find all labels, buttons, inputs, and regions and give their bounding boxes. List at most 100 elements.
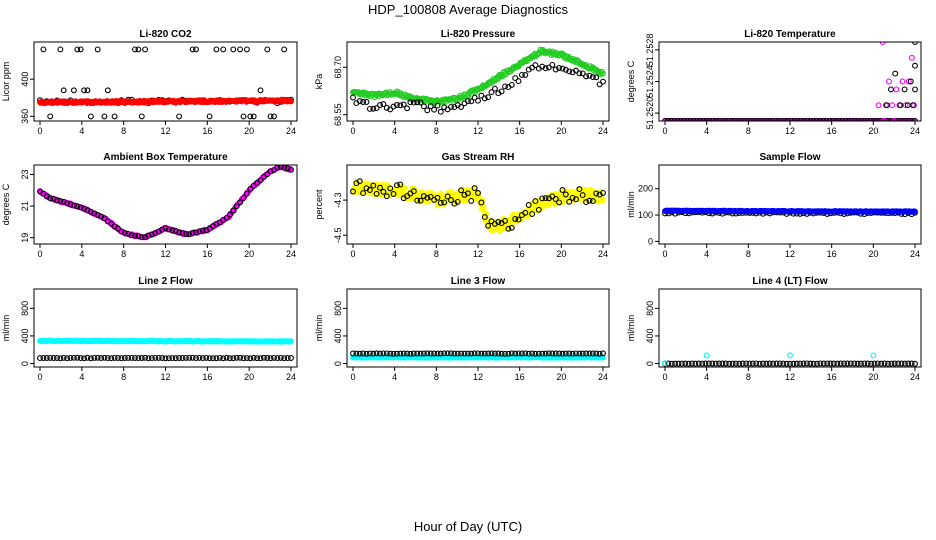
data-point — [773, 360, 780, 367]
data-point — [593, 350, 600, 357]
data-point — [196, 228, 203, 235]
data-point — [908, 54, 915, 61]
x-tick-label: 16 — [515, 249, 525, 259]
data-point — [458, 104, 465, 110]
data-points — [662, 352, 918, 367]
x-tick-label: 12 — [473, 372, 483, 382]
data-point — [464, 98, 471, 105]
y-tick-label: 800 — [333, 301, 343, 316]
data-point — [366, 350, 373, 357]
data-point — [692, 360, 699, 367]
data-point — [142, 234, 149, 241]
data-point — [549, 350, 556, 357]
data-point — [471, 94, 478, 101]
data-point — [54, 197, 60, 204]
data-point — [820, 360, 827, 367]
y-axis-label: ml/min — [314, 315, 324, 342]
data-point — [132, 46, 138, 53]
x-tick-label: 4 — [704, 372, 709, 382]
data-point — [162, 225, 169, 231]
data-point — [237, 354, 244, 361]
data-point — [912, 42, 918, 45]
data-point — [579, 70, 586, 77]
data-point — [549, 61, 556, 68]
data-point — [583, 350, 590, 357]
data-point — [237, 199, 244, 206]
panel-line3: Line 3 Flow 0 4 8 12 16 20 24 0 400 800 ml/min — [314, 276, 610, 382]
y-axis-label: degrees C — [1, 183, 11, 225]
data-point — [562, 66, 569, 73]
data-point — [243, 190, 250, 197]
data-point — [172, 227, 179, 234]
data-point — [468, 197, 475, 204]
data-point — [729, 360, 736, 367]
data-point — [410, 99, 417, 106]
data-point — [518, 71, 525, 78]
data-point — [596, 350, 603, 357]
data-point — [94, 354, 101, 361]
data-point — [508, 350, 515, 357]
x-tick-label: 4 — [79, 126, 84, 136]
x-tick-label: 0 — [350, 249, 355, 259]
data-point — [464, 350, 471, 357]
x-tick-label: 0 — [37, 372, 42, 382]
y-tick-label: -4.3 — [333, 192, 343, 208]
data-point — [539, 63, 546, 70]
x-tick-label: 8 — [746, 249, 751, 259]
y-tick-label: 100 — [638, 210, 653, 220]
data-point — [60, 87, 67, 94]
panel-box_temp: Ambient Box Temperature 0 4 8 12 16 20 24 19 21 23… — [1, 152, 298, 259]
data-point — [508, 224, 515, 231]
data-point — [111, 113, 118, 120]
data-point — [397, 102, 404, 109]
data-point — [397, 181, 404, 188]
data-point — [393, 182, 400, 189]
data-point — [226, 355, 233, 362]
data-point — [454, 198, 461, 205]
data-point — [111, 354, 118, 361]
plot-frame — [658, 41, 922, 122]
data-point — [861, 360, 868, 367]
data-point — [491, 350, 498, 357]
data-point — [288, 98, 294, 105]
plot-frame — [658, 164, 922, 245]
data-point — [135, 233, 142, 239]
data-point — [559, 65, 566, 72]
data-point — [176, 355, 183, 361]
data-point — [589, 198, 596, 205]
data-point — [556, 199, 563, 206]
data-point — [271, 113, 277, 120]
data-point — [529, 350, 536, 357]
data-point — [230, 355, 237, 362]
data-point — [400, 350, 407, 357]
data-point — [230, 46, 237, 53]
data-point — [363, 350, 370, 357]
data-point — [583, 199, 590, 206]
data-point — [485, 350, 492, 357]
data-point — [573, 350, 579, 357]
data-point — [182, 354, 189, 361]
y-tick-label: 51.2524 — [645, 65, 655, 98]
data-point — [705, 360, 712, 367]
data-point — [746, 360, 753, 367]
data-point — [223, 214, 230, 221]
data-point — [743, 360, 750, 367]
data-point — [766, 360, 773, 367]
data-point — [448, 103, 454, 110]
data-point — [277, 165, 284, 170]
data-point — [566, 198, 573, 205]
data-point — [589, 74, 596, 81]
data-point — [434, 202, 441, 209]
data-point — [264, 355, 271, 361]
data-point — [481, 350, 488, 357]
data-point — [104, 87, 111, 94]
data-points — [350, 46, 606, 115]
data-point — [176, 229, 183, 236]
data-point — [60, 354, 67, 361]
x-tick-label: 24 — [286, 372, 296, 382]
data-point — [897, 102, 904, 109]
data-point — [427, 350, 434, 357]
data-point — [552, 350, 559, 357]
data-point — [54, 355, 60, 361]
data-point — [206, 113, 213, 120]
